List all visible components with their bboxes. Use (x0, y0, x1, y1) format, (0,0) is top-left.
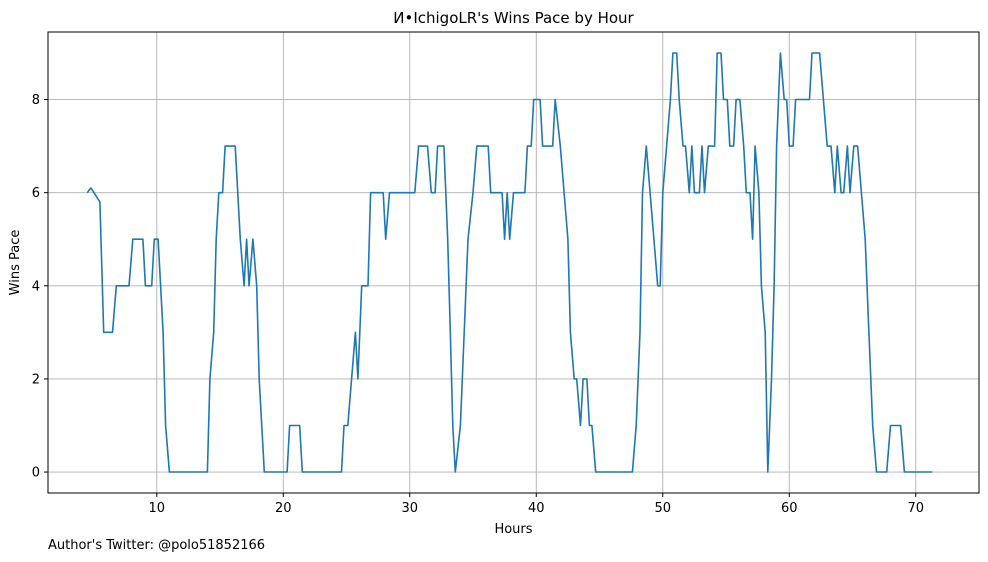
series-line (86, 52, 933, 473)
y-tick-label: 8 (32, 93, 40, 108)
x-tick-label: 20 (275, 501, 292, 516)
chart-title: И•IchigoLR's Wins Pace by Hour (393, 9, 634, 27)
x-tick-label: 60 (781, 501, 798, 516)
x-tick-label: 10 (149, 501, 166, 516)
series-layer (86, 52, 933, 473)
x-tick-label: 70 (907, 501, 924, 516)
x-tick-label: 30 (402, 501, 419, 516)
x-tick-label: 40 (528, 501, 545, 516)
y-tick-label: 2 (32, 372, 40, 387)
x-tick-label: 50 (654, 501, 671, 516)
y-tick-label: 0 (32, 466, 40, 481)
axis-ticks: 10 20 30 40 50 60 70 0 2 4 6 8 (32, 93, 924, 516)
grid (48, 32, 979, 493)
plot-frame (47, 31, 980, 494)
y-axis-label: Wins Pace (8, 230, 23, 296)
y-tick-label: 4 (32, 279, 40, 294)
author-credit: Author's Twitter: @polo51852166 (48, 538, 266, 553)
x-axis-label: Hours (494, 522, 532, 537)
y-tick-label: 6 (32, 186, 40, 201)
